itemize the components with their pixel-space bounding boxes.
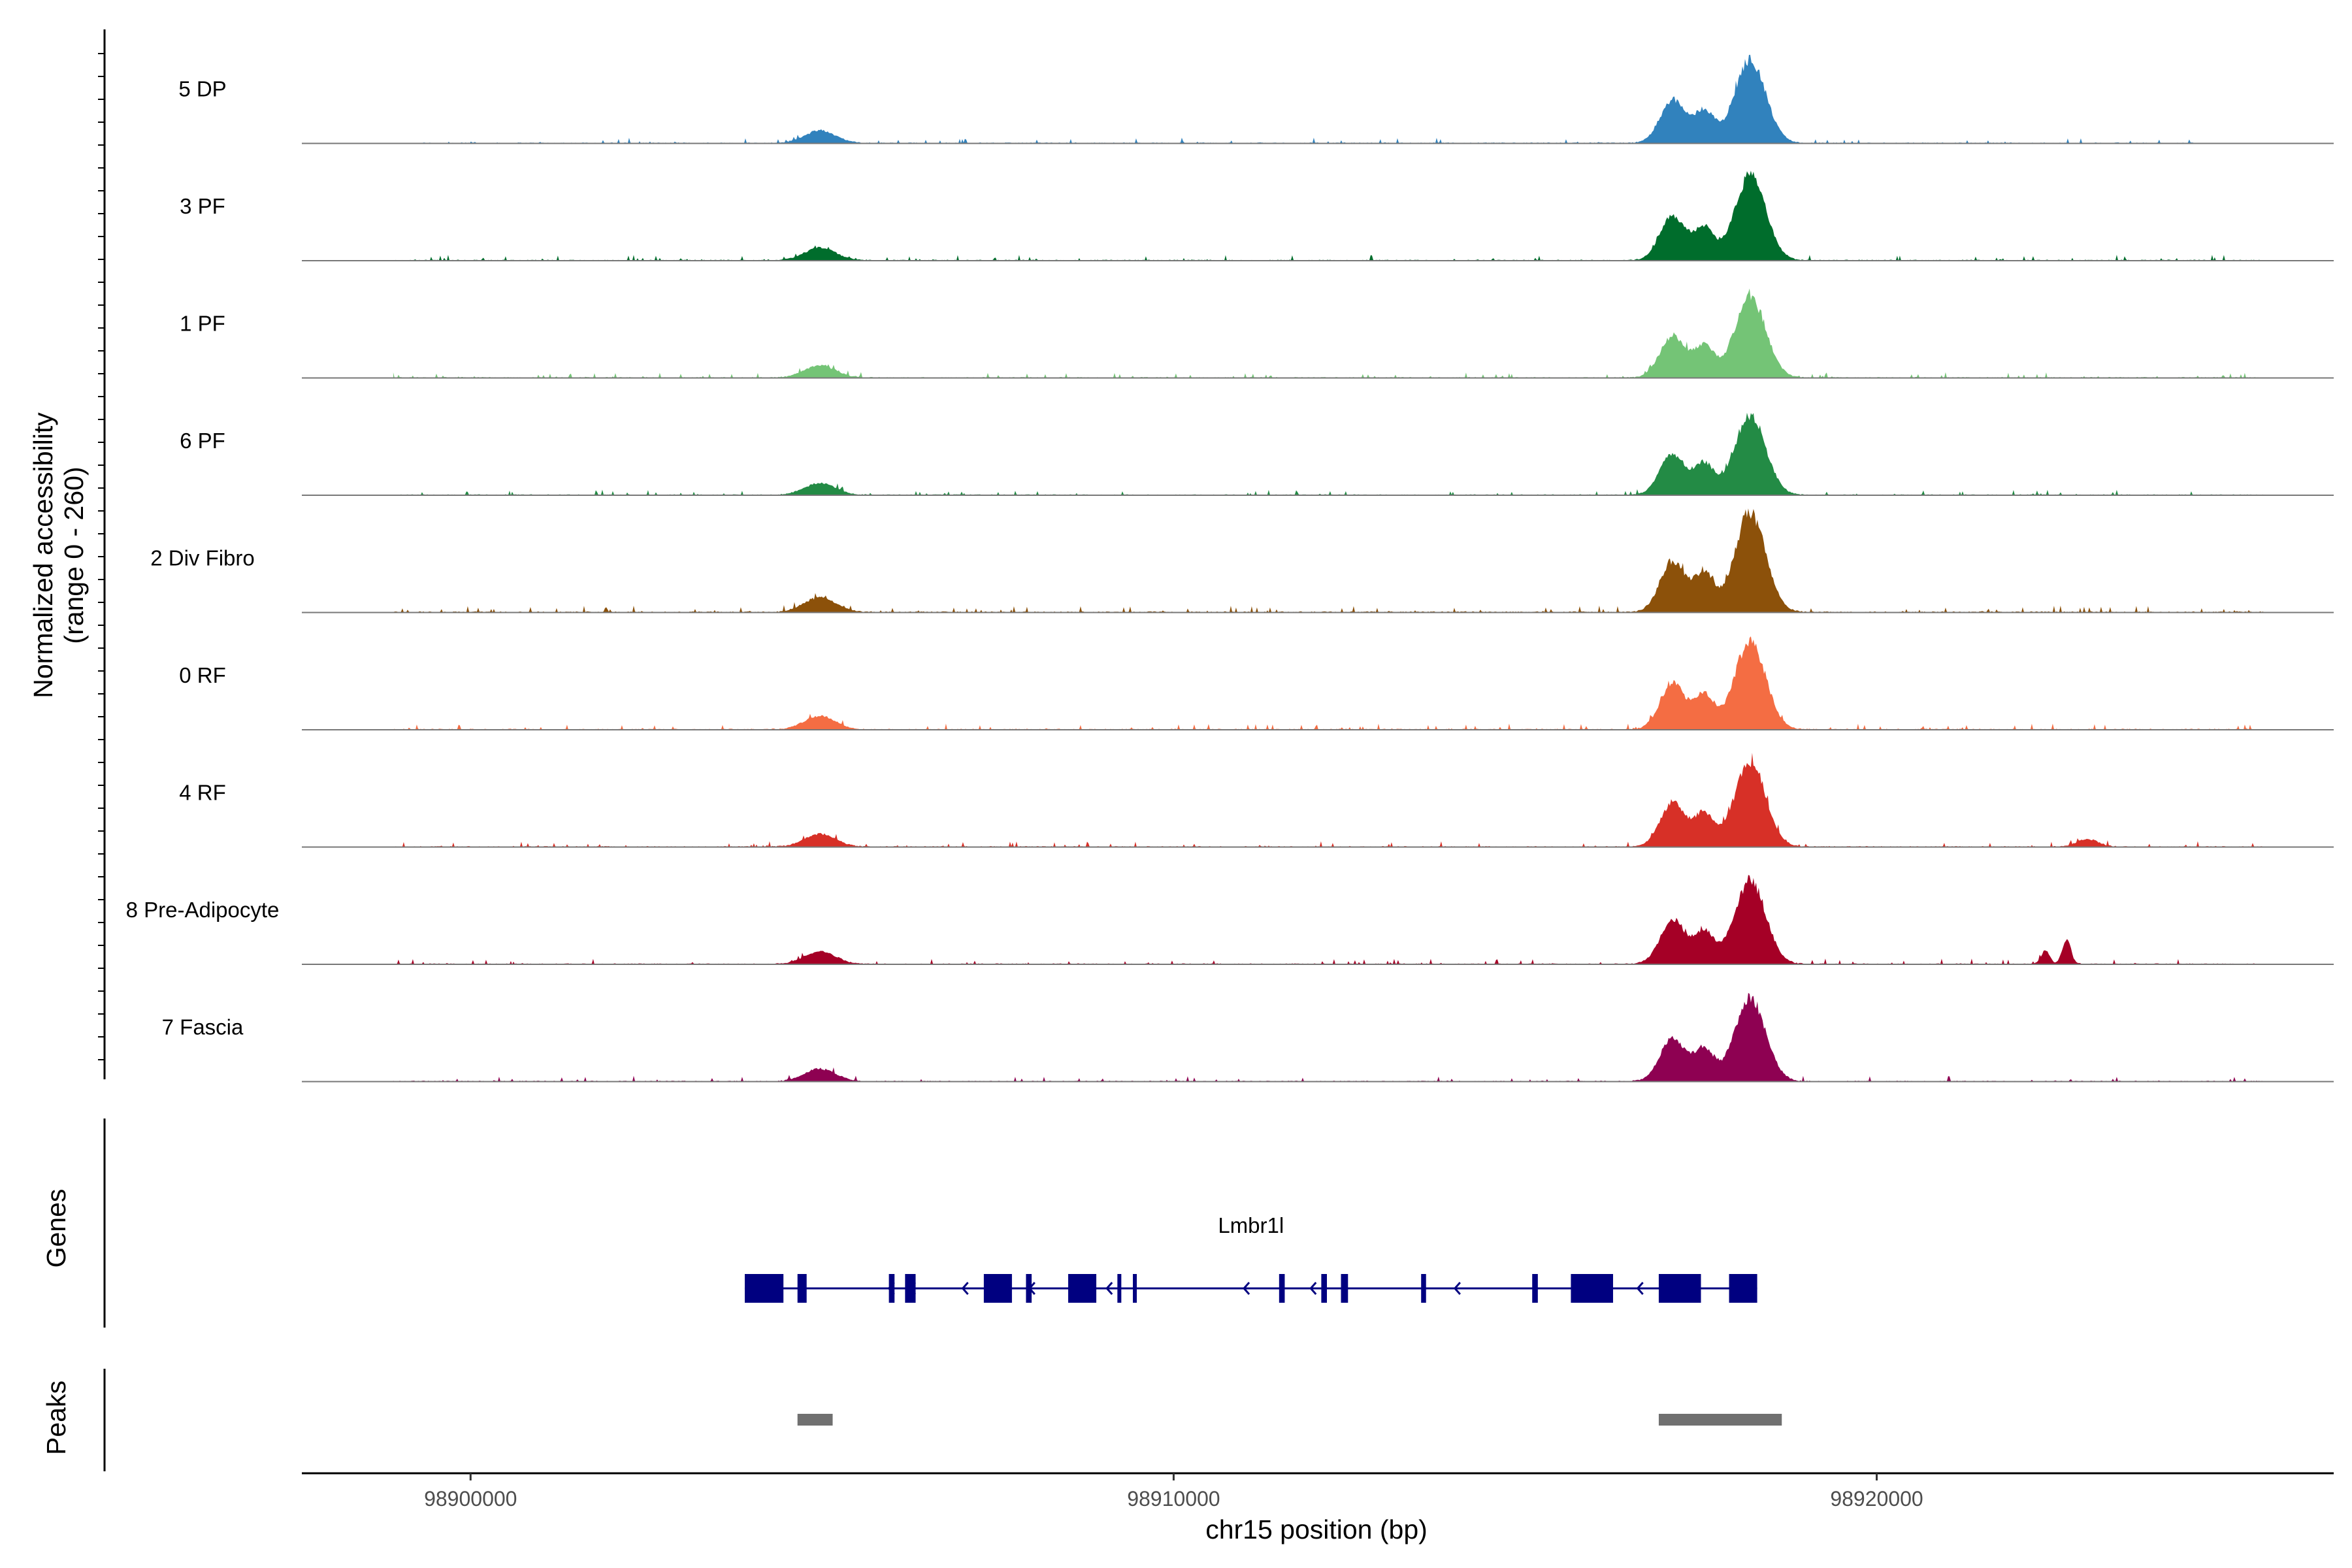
track-label: 2 Div Fibro (150, 546, 255, 570)
coverage-area (393, 412, 2264, 495)
track-label: 5 DP (178, 77, 226, 101)
strand-arrow (1309, 1282, 1317, 1295)
track-8-pre-adipocyte: 8 Pre-Adipocyte (126, 875, 2334, 965)
gene-exon (1341, 1274, 1348, 1303)
coverage-area (393, 171, 2264, 261)
gene-exon (1658, 1274, 1701, 1303)
gene-exon (1571, 1274, 1613, 1303)
track-label: 7 Fascia (162, 1015, 244, 1039)
gene-exon (983, 1274, 1012, 1303)
coverage-area (421, 54, 2208, 144)
gene-exon (744, 1274, 784, 1303)
coverage-area (393, 992, 2264, 1082)
track-label: 0 RF (179, 663, 226, 687)
strand-arrow (1453, 1282, 1461, 1295)
gene-exon (1729, 1274, 1757, 1303)
coverage-area (393, 288, 2264, 378)
track-0-rf: 0 RF (179, 636, 2334, 730)
coverage-area (393, 508, 2264, 613)
strand-arrow (1243, 1282, 1250, 1295)
track-label: 1 PF (180, 312, 225, 336)
track-1-pf: 1 PF (180, 288, 2334, 379)
genes-panel-label: Genes (41, 1189, 71, 1268)
x-axis: 98900000 98910000 98920000 (302, 1472, 2334, 1511)
track-5-dp: 5 DP (178, 54, 2334, 144)
peak-panel (103, 1369, 1782, 1471)
gene-exon (1117, 1274, 1122, 1303)
gene-exon (1068, 1274, 1097, 1303)
gene-exon (1026, 1274, 1032, 1303)
track-2-div-fibro: 2 Div Fibro (150, 508, 2334, 613)
x-tick-label: 98900000 (424, 1487, 517, 1511)
coverage-area (393, 753, 2264, 847)
gene-exon (1321, 1274, 1327, 1303)
gene-exon (1532, 1274, 1538, 1303)
strand-arrow (1636, 1282, 1644, 1295)
x-tick-label: 98910000 (1127, 1487, 1220, 1511)
strand-arrow (1105, 1282, 1113, 1295)
track-label: 4 RF (179, 781, 226, 805)
strand-arrow (961, 1282, 969, 1295)
x-tick-label: 98920000 (1830, 1487, 1923, 1511)
gene-exon (905, 1274, 916, 1303)
y-axis-range: (range 0 - 260) (59, 466, 89, 644)
gene-name-label: Lmbr1l (1218, 1213, 1284, 1237)
track-4-rf: 4 RF (179, 753, 2334, 848)
x-axis-title: chr15 position (bp) (1205, 1514, 1428, 1544)
coverage-area (393, 636, 2264, 730)
peak-region (797, 1414, 833, 1426)
peak-region (1658, 1414, 1782, 1426)
y-axis-title: Normalized accessibility (28, 412, 58, 698)
gene-exon (1132, 1274, 1137, 1303)
track-label: 6 PF (180, 429, 225, 453)
left-axes (98, 29, 106, 1079)
coverage-area (393, 875, 2264, 964)
gene-exon (889, 1274, 895, 1303)
track-label: 8 Pre-Adipocyte (126, 898, 280, 922)
track-3-pf: 3 PF (180, 171, 2334, 261)
coverage-tracks: 5 DP 3 PF 1 PF 6 PF 2 Div Fibro 0 RF 4 RF 8 Pre… (126, 54, 2334, 1083)
track-label: 3 PF (180, 194, 225, 218)
gene-exon (797, 1274, 807, 1303)
gene-panel: Lmbr1l (103, 1119, 1757, 1328)
gene-exon (1421, 1274, 1426, 1303)
gene-exon (1279, 1274, 1285, 1303)
peaks-panel-label: Peaks (41, 1380, 71, 1455)
track-7-fascia: 7 Fascia (162, 992, 2334, 1083)
track-6-pf: 6 PF (180, 412, 2334, 496)
